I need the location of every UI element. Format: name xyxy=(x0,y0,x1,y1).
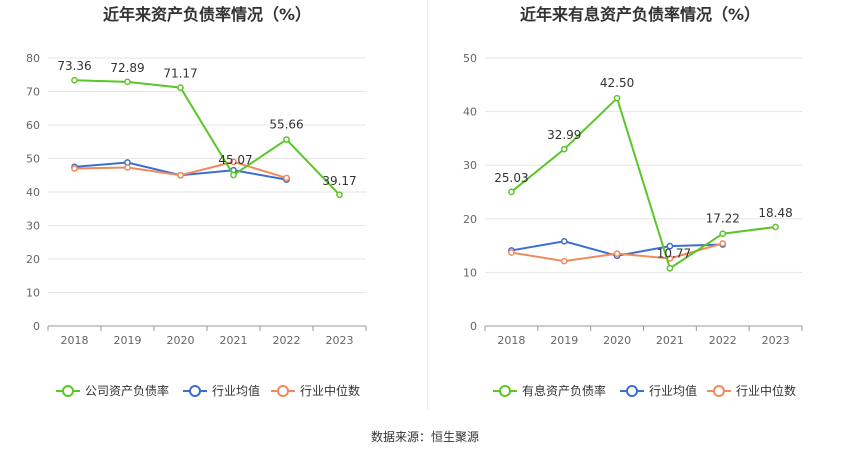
x-tick-label: 2018 xyxy=(497,334,525,347)
x-tick-label: 2018 xyxy=(61,334,89,347)
legend-marker xyxy=(713,385,725,397)
chart-2: 近年来有息资产负债率情况（%） 0 10 20 30 40 50 2018 2019 2020 20… xyxy=(463,5,803,398)
data-point xyxy=(124,164,131,171)
y-tick-label: 0 xyxy=(33,320,40,333)
x-tick-label: 2021 xyxy=(220,334,248,347)
data-point xyxy=(666,242,674,250)
legend-item: 公司资产负债率 xyxy=(56,383,169,398)
legend-item: 行业中位数 xyxy=(271,383,360,398)
data-point xyxy=(508,249,515,256)
data-point xyxy=(613,250,621,257)
legend-item: 行业均值 xyxy=(183,383,260,398)
y-tick-label: 30 xyxy=(26,220,40,233)
legend-item: 行业均值 xyxy=(620,383,697,398)
legend-marker xyxy=(277,385,289,397)
x-tick-label: 2021 xyxy=(656,334,684,347)
chart-title: 近年来有息资产负债率情况（%） xyxy=(520,5,760,24)
data-point xyxy=(177,171,184,179)
x-tick-label: 2020 xyxy=(603,334,631,347)
y-tick-label: 10 xyxy=(26,287,40,300)
y-tick-label: 70 xyxy=(26,86,40,99)
x-tick-label: 2023 xyxy=(762,334,790,347)
x-tick-label: 2020 xyxy=(167,334,195,347)
legend-marker xyxy=(62,385,74,397)
legend-label: 行业均值 xyxy=(212,383,260,398)
y-tick-label: 40 xyxy=(463,106,477,119)
legend-marker xyxy=(626,385,638,397)
x-tick-label: 2023 xyxy=(326,334,354,347)
data-point xyxy=(613,94,621,102)
data-point xyxy=(719,230,727,238)
y-tick-label: 40 xyxy=(26,186,40,199)
y-tick-label: 10 xyxy=(463,266,477,279)
data-point xyxy=(124,78,131,86)
data-point xyxy=(508,188,515,196)
legend-label: 行业中位数 xyxy=(300,383,360,398)
legend-item: 行业中位数 xyxy=(707,383,796,398)
data-label: 39.17 xyxy=(322,174,356,188)
y-tick-label: 20 xyxy=(463,213,477,226)
series-line xyxy=(510,96,776,270)
legend-marker xyxy=(499,385,511,397)
data-point xyxy=(283,174,290,182)
data-point xyxy=(336,191,343,199)
data-point xyxy=(177,84,184,91)
data-point xyxy=(71,76,78,84)
data-point xyxy=(719,240,727,247)
data-point xyxy=(560,237,568,245)
x-tick-label: 2019 xyxy=(550,334,578,347)
y-tick-label: 80 xyxy=(26,52,40,65)
y-tick-label: 60 xyxy=(26,119,40,132)
data-label: 17.22 xyxy=(706,212,740,226)
x-tick-label: 2022 xyxy=(273,334,301,347)
data-point xyxy=(283,136,290,143)
y-tick-label: 20 xyxy=(26,253,40,266)
data-label: 72.89 xyxy=(110,61,144,75)
data-point xyxy=(772,223,779,231)
legend-item: 有息资产负债率 xyxy=(493,383,606,398)
legend-label: 公司资产负债率 xyxy=(85,383,169,398)
legend-label: 有息资产负债率 xyxy=(522,383,606,398)
data-label: 18.48 xyxy=(758,206,792,220)
data-point xyxy=(560,145,568,153)
data-point xyxy=(230,158,237,166)
source-label: 数据来源：恒生聚源 xyxy=(370,430,479,444)
data-label: 10.77 xyxy=(657,246,691,260)
chart-title: 近年来资产负债率情况（%） xyxy=(103,5,311,24)
data-point xyxy=(71,165,78,172)
data-label: 32.99 xyxy=(547,128,581,142)
x-tick-label: 2019 xyxy=(114,334,142,347)
panel-divider xyxy=(427,0,428,410)
series-line xyxy=(74,79,341,196)
data-point xyxy=(666,264,674,272)
data-label: 55.66 xyxy=(269,118,303,132)
data-point xyxy=(560,257,568,265)
chart-1: 近年来资产负债率情况（%） 0 10 20 30 40 50 60 70 80 2018 2019 20… xyxy=(26,5,367,398)
y-tick-label: 0 xyxy=(470,320,477,333)
data-label: 71.17 xyxy=(163,67,197,81)
legend-label: 行业中位数 xyxy=(736,383,796,398)
y-tick-label: 30 xyxy=(463,159,477,172)
data-label: 73.36 xyxy=(57,59,91,73)
legend-label: 行业均值 xyxy=(649,383,697,398)
data-point xyxy=(230,171,237,179)
data-label: 25.03 xyxy=(494,171,528,185)
data-label: 42.50 xyxy=(600,76,634,90)
x-tick-label: 2022 xyxy=(709,334,737,347)
y-tick-label: 50 xyxy=(463,52,477,65)
data-label: 45.07 xyxy=(218,153,252,167)
legend-marker xyxy=(189,385,201,397)
y-tick-label: 50 xyxy=(26,153,40,166)
